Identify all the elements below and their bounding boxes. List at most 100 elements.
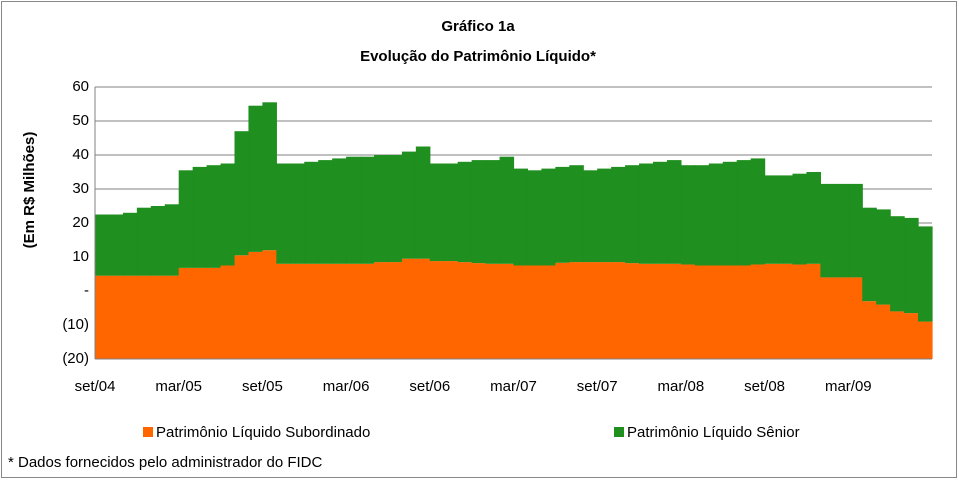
area-step: [666, 160, 682, 264]
y-tick-label: 60: [72, 78, 89, 95]
area-step: [234, 255, 250, 359]
area-step: [178, 267, 194, 359]
area-step: [457, 262, 473, 359]
area-step: [387, 262, 403, 359]
area-step: [387, 155, 403, 263]
x-tick-label: mar/08: [658, 378, 705, 395]
area-step: [332, 158, 347, 264]
area-step: [848, 183, 863, 278]
area-step: [178, 170, 194, 268]
area-step: [597, 262, 612, 359]
area-step: [778, 175, 794, 264]
area-step: [150, 275, 166, 359]
area-step: [248, 105, 263, 252]
area-step: [890, 216, 905, 312]
area-step: [499, 263, 515, 359]
area-step: [136, 275, 152, 359]
area-step: [778, 263, 794, 359]
area-step: [443, 163, 459, 262]
area-step: [834, 183, 849, 278]
area-step: [262, 250, 277, 359]
y-tick-label: 40: [72, 146, 89, 163]
chart-title: Gráfico 1a: [441, 18, 515, 35]
area-step: [332, 263, 347, 359]
area-step: [680, 165, 696, 265]
area-step: [304, 161, 319, 264]
area-step: [374, 262, 389, 359]
area-step: [429, 261, 445, 359]
area-step: [653, 161, 668, 264]
legend-label: Patrimônio Líquido Sênior: [627, 424, 800, 441]
area-step: [694, 265, 710, 359]
area-step: [485, 263, 501, 359]
area-step: [904, 217, 919, 314]
area-step: [583, 262, 598, 359]
legend-swatch: [143, 427, 153, 437]
y-tick-label: -: [84, 282, 89, 299]
area-step: [722, 265, 738, 359]
area-step: [346, 156, 361, 264]
y-tick-label: (10): [62, 316, 89, 333]
area-step: [220, 265, 236, 359]
area-step: [806, 172, 821, 264]
area-step: [276, 163, 291, 264]
area-step: [374, 155, 389, 263]
area-step: [918, 226, 933, 322]
area-step: [722, 161, 738, 266]
area-step: [834, 277, 849, 359]
y-tick-label: 30: [72, 180, 89, 197]
area-step: [680, 264, 696, 359]
area-step: [666, 263, 682, 359]
area-step: [653, 263, 668, 359]
area-step: [597, 168, 612, 263]
area-step: [541, 168, 556, 266]
area-step: [904, 313, 919, 359]
area-step: [792, 264, 808, 359]
area-step: [806, 263, 821, 359]
area-step: [876, 209, 891, 305]
area-step: [555, 166, 570, 263]
area-step: [164, 275, 180, 359]
area-step: [262, 102, 277, 251]
area-step: [918, 321, 933, 359]
area-step: [192, 267, 208, 359]
x-tick-label: mar/06: [323, 378, 370, 395]
area-step: [346, 263, 361, 359]
chart-subtitle: Evolução do Patrimônio Líquido*: [360, 48, 596, 65]
area-step: [820, 277, 835, 359]
area-step: [122, 275, 138, 359]
area-step: [625, 263, 640, 359]
area-step: [164, 204, 180, 276]
area-step: [276, 263, 291, 359]
area-step: [136, 207, 152, 276]
area-step: [736, 265, 752, 359]
area-step: [764, 175, 780, 264]
area-step: [848, 277, 863, 359]
area-step: [234, 131, 250, 256]
y-tick-label: 20: [72, 214, 89, 231]
area-step: [750, 158, 766, 265]
area-step: [862, 301, 877, 359]
area-step: [513, 168, 529, 266]
y-tick-label: 10: [72, 248, 89, 265]
area-step: [890, 311, 905, 359]
area-step: [625, 165, 640, 264]
area-step: [485, 160, 501, 264]
area-step: [471, 263, 487, 359]
area-step: [750, 264, 766, 359]
area-step: [611, 166, 626, 263]
area-step: [820, 183, 835, 278]
area-step: [443, 261, 459, 359]
x-tick-label: set/08: [744, 378, 785, 395]
area-step: [736, 160, 752, 266]
x-tick-label: set/04: [75, 378, 116, 395]
area-step: [694, 165, 710, 266]
y-tick-label: (20): [62, 350, 89, 367]
area-step: [499, 156, 515, 264]
x-tick-label: set/06: [409, 378, 450, 395]
area-step: [108, 214, 124, 276]
area-step: [360, 156, 375, 264]
area-step: [583, 170, 598, 263]
area-step: [471, 160, 487, 264]
